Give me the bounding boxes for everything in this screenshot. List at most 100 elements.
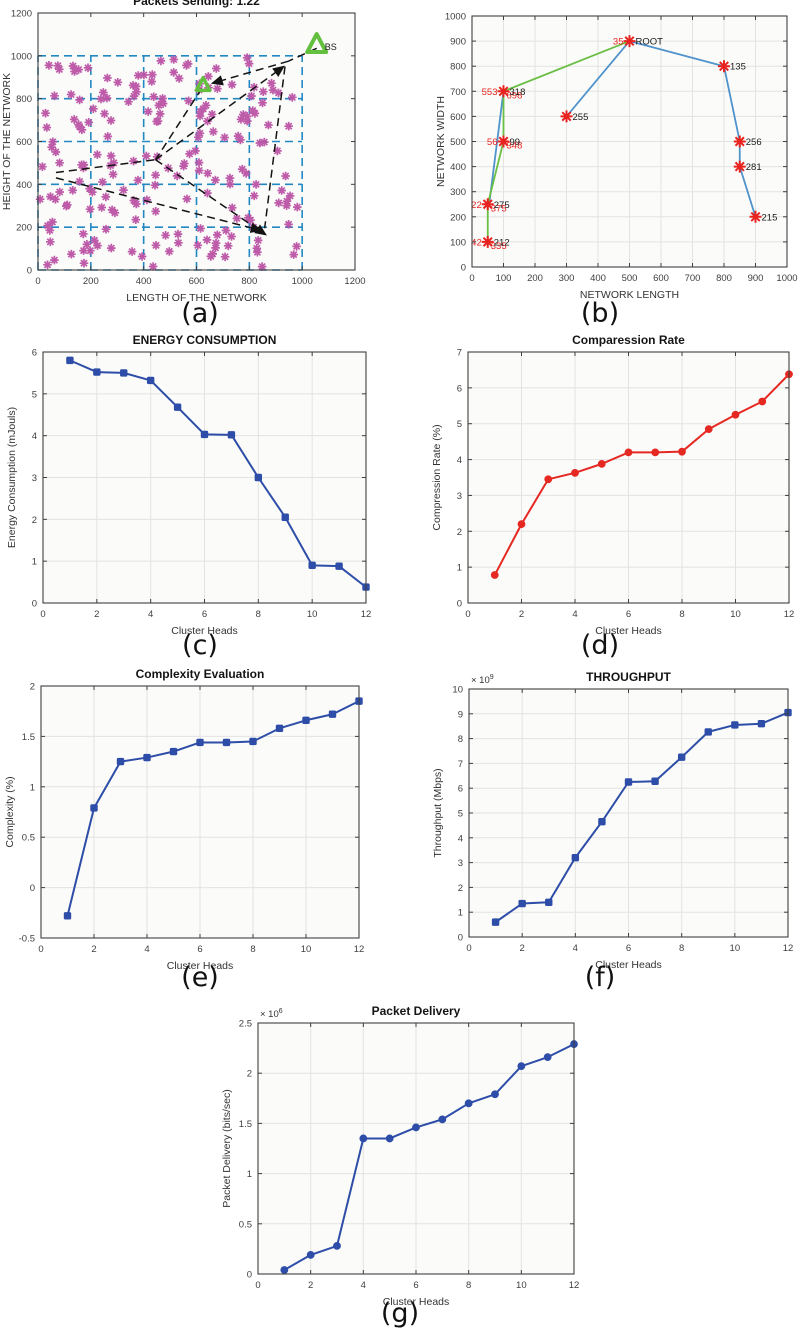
- svg-text:0: 0: [469, 273, 474, 284]
- svg-text:1.5: 1.5: [239, 1119, 252, 1130]
- svg-text:400: 400: [16, 180, 32, 191]
- svg-text:6: 6: [202, 609, 207, 620]
- svg-text:9: 9: [458, 709, 463, 720]
- svg-text:10: 10: [730, 943, 741, 954]
- svg-text:0.5: 0.5: [22, 833, 35, 844]
- svg-text:Complexity Evaluation: Complexity Evaluation: [136, 667, 265, 681]
- svg-text:2: 2: [308, 1280, 313, 1291]
- svg-text:8: 8: [679, 943, 684, 954]
- svg-text:0: 0: [247, 1270, 252, 1281]
- svg-text:375: 375: [491, 203, 507, 214]
- svg-text:7: 7: [458, 759, 463, 770]
- svg-text:300: 300: [450, 187, 466, 198]
- svg-text:-0.5: -0.5: [19, 934, 35, 945]
- svg-text:553: 553: [482, 87, 498, 98]
- caption-c: (c): [182, 630, 218, 661]
- svg-text:4: 4: [361, 1280, 366, 1291]
- svg-text:335: 335: [491, 241, 507, 252]
- svg-text:99: 99: [510, 137, 521, 148]
- svg-text:6: 6: [32, 348, 37, 359]
- svg-text:BS: BS: [325, 42, 337, 52]
- svg-text:1: 1: [32, 557, 37, 568]
- svg-text:12: 12: [569, 1280, 580, 1291]
- svg-text:4: 4: [148, 609, 153, 620]
- svg-text:200: 200: [83, 276, 99, 287]
- svg-text:600: 600: [653, 273, 669, 284]
- svg-text:Packets Sending: 1.22: Packets Sending: 1.22: [133, 0, 260, 8]
- svg-text:0: 0: [38, 944, 43, 955]
- svg-text:0: 0: [255, 1280, 260, 1291]
- svg-text:6: 6: [458, 784, 463, 795]
- svg-text:1.5: 1.5: [22, 732, 35, 743]
- svg-text:10: 10: [452, 685, 463, 696]
- svg-text:900: 900: [748, 273, 764, 284]
- svg-text:8: 8: [679, 609, 684, 620]
- svg-text:4: 4: [457, 455, 462, 466]
- caption-b: (b): [580, 298, 620, 329]
- svg-text:5: 5: [457, 419, 462, 430]
- svg-text:6: 6: [413, 1280, 418, 1291]
- svg-text:800: 800: [16, 94, 32, 105]
- svg-text:2: 2: [91, 944, 96, 955]
- svg-text:Cluster Heads: Cluster Heads: [383, 1296, 450, 1308]
- svg-text:12: 12: [784, 609, 795, 620]
- svg-text:10: 10: [516, 1280, 527, 1291]
- svg-text:Compression Rate (%): Compression Rate (%): [431, 424, 443, 530]
- svg-text:6: 6: [626, 609, 631, 620]
- caption-a: (a): [181, 298, 219, 329]
- svg-text:255: 255: [573, 112, 589, 123]
- svg-text:2: 2: [94, 609, 99, 620]
- svg-text:1000: 1000: [292, 276, 313, 287]
- svg-text:0: 0: [458, 933, 463, 944]
- svg-text:2: 2: [457, 527, 462, 538]
- svg-text:0: 0: [40, 609, 45, 620]
- svg-text:12: 12: [361, 609, 372, 620]
- subplot-a-wsn-field: BS 0 200 400 600 800 1000 1200 0 200 400 600 800 1000…: [1, 0, 366, 304]
- svg-text:Packet Delivery: Packet Delivery: [372, 1004, 461, 1018]
- svg-text:2: 2: [30, 682, 35, 693]
- svg-text:8: 8: [458, 734, 463, 745]
- svg-text:22: 22: [471, 200, 482, 211]
- svg-text:THROUGHPUT: THROUGHPUT: [586, 670, 671, 684]
- svg-text:200: 200: [527, 273, 543, 284]
- svg-text:0: 0: [27, 266, 32, 277]
- svg-text:Cluster Heads: Cluster Heads: [167, 960, 234, 972]
- svg-text:900: 900: [450, 37, 466, 48]
- svg-text:0: 0: [35, 276, 40, 287]
- svg-text:5: 5: [458, 809, 463, 820]
- svg-text:318: 318: [510, 87, 526, 98]
- svg-text:135: 135: [730, 62, 746, 73]
- svg-text:3: 3: [32, 473, 37, 484]
- svg-text:10: 10: [307, 609, 318, 620]
- svg-text:6: 6: [626, 943, 631, 954]
- svg-text:Cluster Heads: Cluster Heads: [595, 959, 662, 971]
- svg-text:ROOT: ROOT: [636, 37, 664, 48]
- svg-text:12: 12: [783, 943, 794, 954]
- svg-text:600: 600: [450, 112, 466, 123]
- svg-text:212: 212: [494, 237, 510, 248]
- svg-text:0: 0: [32, 599, 37, 610]
- svg-text:2: 2: [32, 515, 37, 526]
- svg-text:1: 1: [457, 563, 462, 574]
- svg-text:42: 42: [471, 237, 482, 248]
- svg-text:800: 800: [450, 62, 466, 73]
- svg-text:12: 12: [354, 944, 365, 955]
- svg-text:698: 698: [507, 90, 523, 101]
- svg-text:0: 0: [30, 883, 35, 894]
- svg-text:2: 2: [520, 943, 525, 954]
- svg-text:4: 4: [573, 943, 578, 954]
- svg-text:0.5: 0.5: [239, 1219, 252, 1230]
- svg-text:700: 700: [450, 87, 466, 98]
- svg-text:3: 3: [457, 491, 462, 502]
- svg-text:6: 6: [457, 383, 462, 394]
- caption-e: (e): [181, 962, 219, 993]
- svg-text:1000: 1000: [11, 51, 32, 62]
- svg-text:56: 56: [487, 137, 498, 148]
- svg-text:1: 1: [30, 782, 35, 793]
- svg-text:1200: 1200: [11, 9, 32, 20]
- svg-text:800: 800: [716, 273, 732, 284]
- svg-text:100: 100: [496, 273, 512, 284]
